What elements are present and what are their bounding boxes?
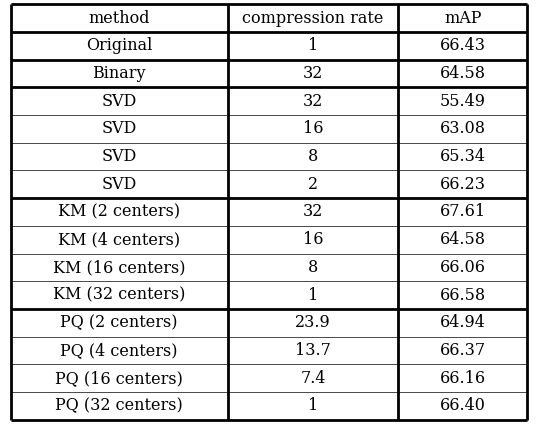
Text: 65.34: 65.34 <box>440 148 486 165</box>
Text: 66.23: 66.23 <box>440 176 486 193</box>
Text: 16: 16 <box>303 120 323 137</box>
Text: 32: 32 <box>303 65 323 82</box>
Text: SVD: SVD <box>102 148 137 165</box>
Text: 66.06: 66.06 <box>440 259 486 276</box>
Text: KM (2 centers): KM (2 centers) <box>58 204 180 220</box>
Text: 66.58: 66.58 <box>440 287 486 304</box>
Text: 1: 1 <box>308 287 318 304</box>
Text: 64.58: 64.58 <box>440 65 486 82</box>
Text: PQ (2 centers): PQ (2 centers) <box>60 314 178 331</box>
Text: 7.4: 7.4 <box>300 370 325 387</box>
Text: 67.61: 67.61 <box>440 204 486 220</box>
Text: KM (32 centers): KM (32 centers) <box>53 287 186 304</box>
Text: 55.49: 55.49 <box>440 93 486 110</box>
Text: compression rate: compression rate <box>242 10 384 27</box>
Text: SVD: SVD <box>102 93 137 110</box>
Text: 13.7: 13.7 <box>295 342 331 359</box>
Text: SVD: SVD <box>102 120 137 137</box>
Text: 1: 1 <box>308 37 318 54</box>
Text: 66.37: 66.37 <box>440 342 486 359</box>
Text: 32: 32 <box>303 93 323 110</box>
Text: PQ (16 centers): PQ (16 centers) <box>55 370 183 387</box>
Text: mAP: mAP <box>444 10 482 27</box>
Text: method: method <box>88 10 150 27</box>
Text: Original: Original <box>86 37 152 54</box>
Text: KM (16 centers): KM (16 centers) <box>53 259 186 276</box>
Text: Binary: Binary <box>93 65 146 82</box>
Text: 1: 1 <box>308 397 318 414</box>
Text: SVD: SVD <box>102 176 137 193</box>
Text: KM (4 centers): KM (4 centers) <box>58 231 180 248</box>
Text: PQ (32 centers): PQ (32 centers) <box>55 397 183 414</box>
Text: 63.08: 63.08 <box>440 120 486 137</box>
Text: 8: 8 <box>308 148 318 165</box>
Text: 8: 8 <box>308 259 318 276</box>
Text: 16: 16 <box>303 231 323 248</box>
Text: PQ (4 centers): PQ (4 centers) <box>60 342 178 359</box>
Text: 66.16: 66.16 <box>440 370 486 387</box>
Text: 66.43: 66.43 <box>440 37 486 54</box>
Text: 64.94: 64.94 <box>440 314 486 331</box>
Text: 64.58: 64.58 <box>440 231 486 248</box>
Text: 2: 2 <box>308 176 318 193</box>
Text: 66.40: 66.40 <box>440 397 486 414</box>
Text: 23.9: 23.9 <box>295 314 331 331</box>
Text: 32: 32 <box>303 204 323 220</box>
